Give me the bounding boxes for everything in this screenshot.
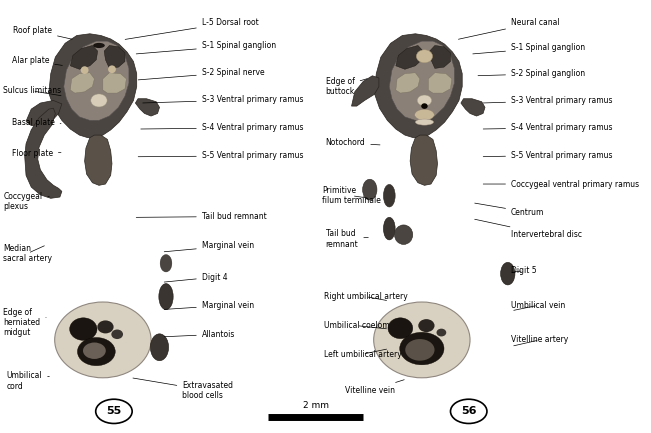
Ellipse shape: [70, 318, 97, 340]
Ellipse shape: [417, 50, 432, 63]
Text: Floor plate: Floor plate: [12, 149, 61, 158]
Ellipse shape: [383, 184, 395, 207]
Ellipse shape: [81, 66, 89, 74]
Text: Neural canal: Neural canal: [458, 18, 560, 39]
Text: Coccygeal ventral primary ramus: Coccygeal ventral primary ramus: [483, 180, 639, 188]
Text: 56: 56: [461, 406, 477, 417]
Ellipse shape: [436, 329, 447, 336]
Text: S-1 Spinal ganglion: S-1 Spinal ganglion: [136, 41, 276, 54]
Text: Coccygeal
plexus: Coccygeal plexus: [3, 192, 49, 211]
Polygon shape: [461, 99, 485, 116]
Ellipse shape: [98, 320, 114, 333]
Text: Primitive
filum terminale: Primitive filum terminale: [322, 186, 381, 205]
Polygon shape: [352, 76, 379, 106]
Ellipse shape: [93, 43, 105, 48]
Polygon shape: [70, 73, 94, 93]
Text: S-5 Ventral primary ramus: S-5 Ventral primary ramus: [483, 151, 613, 159]
Text: Intervertebral disc: Intervertebral disc: [475, 219, 582, 239]
Polygon shape: [104, 45, 125, 68]
Polygon shape: [85, 135, 112, 185]
Text: Digit 4: Digit 4: [164, 273, 227, 282]
Text: S-1 Spinal ganglion: S-1 Spinal ganglion: [473, 43, 585, 54]
Ellipse shape: [395, 225, 413, 244]
Text: Alar plate: Alar plate: [12, 56, 62, 65]
Ellipse shape: [111, 330, 123, 339]
Ellipse shape: [417, 95, 432, 106]
Polygon shape: [25, 108, 62, 198]
Polygon shape: [49, 34, 137, 138]
Text: Centrum: Centrum: [475, 203, 544, 216]
Text: S-4 Ventral primary ramus: S-4 Ventral primary ramus: [483, 123, 613, 132]
Polygon shape: [26, 100, 62, 126]
Text: Notochord: Notochord: [326, 139, 380, 147]
Text: S-5 Ventral primary ramus: S-5 Ventral primary ramus: [138, 152, 303, 160]
Ellipse shape: [400, 333, 444, 365]
Text: Tail bud
remnant: Tail bud remnant: [326, 229, 368, 249]
Text: Right umbilical artery: Right umbilical artery: [324, 292, 408, 301]
Text: Roof plate: Roof plate: [13, 26, 72, 39]
Text: Umbilical coelom: Umbilical coelom: [324, 321, 389, 330]
Text: Vitelline artery: Vitelline artery: [511, 336, 568, 346]
Ellipse shape: [388, 318, 413, 339]
Ellipse shape: [405, 339, 435, 361]
Text: S-2 Spinal ganglion: S-2 Spinal ganglion: [478, 69, 585, 78]
Text: Vitelline vein: Vitelline vein: [345, 380, 404, 395]
Text: L-5 Dorsal root: L-5 Dorsal root: [125, 18, 258, 39]
Text: S-3 Ventral primary ramus: S-3 Ventral primary ramus: [143, 95, 303, 104]
Text: Edge of
buttock: Edge of buttock: [326, 77, 367, 96]
Text: S-4 Ventral primary ramus: S-4 Ventral primary ramus: [141, 123, 303, 132]
Ellipse shape: [77, 338, 115, 365]
Ellipse shape: [108, 65, 116, 73]
Ellipse shape: [374, 302, 470, 378]
Text: Median
sacral artery: Median sacral artery: [3, 244, 52, 263]
Text: 55: 55: [106, 406, 122, 417]
Polygon shape: [428, 73, 452, 93]
Polygon shape: [396, 73, 420, 93]
Ellipse shape: [150, 334, 169, 361]
Text: Marginal vein: Marginal vein: [164, 242, 254, 252]
Ellipse shape: [90, 94, 107, 107]
Polygon shape: [64, 41, 129, 120]
Text: Edge of
herniated
midgut: Edge of herniated midgut: [3, 308, 46, 337]
Polygon shape: [430, 45, 450, 68]
Text: Tail bud remnant: Tail bud remnant: [136, 212, 266, 221]
Text: Extravasated
blood cells: Extravasated blood cells: [133, 378, 233, 400]
Ellipse shape: [383, 217, 395, 240]
Polygon shape: [396, 45, 423, 69]
Ellipse shape: [419, 319, 435, 332]
Text: Allantois: Allantois: [164, 330, 235, 339]
Text: 2 mm: 2 mm: [303, 401, 329, 410]
Polygon shape: [135, 99, 159, 116]
Ellipse shape: [363, 179, 377, 200]
Text: Marginal vein: Marginal vein: [164, 301, 254, 310]
Ellipse shape: [421, 103, 428, 109]
Text: Sulcus limitans: Sulcus limitans: [3, 87, 61, 96]
Polygon shape: [374, 34, 462, 138]
Text: S-3 Ventral primary ramus: S-3 Ventral primary ramus: [483, 96, 613, 105]
Text: Umbilical
cord: Umbilical cord: [7, 372, 49, 391]
Polygon shape: [410, 135, 437, 185]
Ellipse shape: [83, 343, 105, 359]
Text: Umbilical vein: Umbilical vein: [511, 301, 565, 310]
Ellipse shape: [415, 109, 434, 120]
Ellipse shape: [415, 119, 434, 125]
Text: Left umbilical artery: Left umbilical artery: [324, 349, 401, 359]
Ellipse shape: [160, 255, 172, 272]
Ellipse shape: [159, 284, 173, 310]
Polygon shape: [103, 73, 126, 93]
Ellipse shape: [55, 302, 151, 378]
Polygon shape: [70, 45, 98, 69]
Text: Basal plate: Basal plate: [12, 118, 61, 126]
Polygon shape: [389, 41, 454, 120]
Text: S-2 Spinal nerve: S-2 Spinal nerve: [138, 68, 264, 80]
Text: Digit 5: Digit 5: [511, 266, 536, 275]
Ellipse shape: [501, 262, 515, 285]
